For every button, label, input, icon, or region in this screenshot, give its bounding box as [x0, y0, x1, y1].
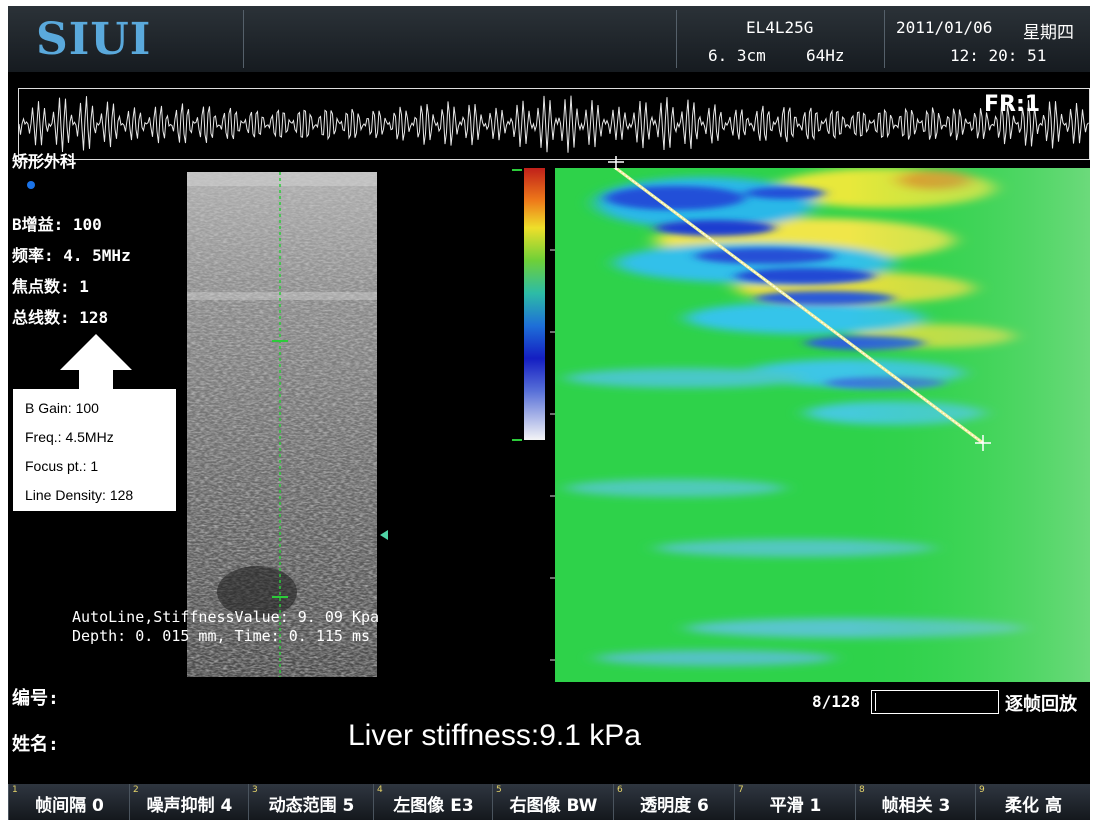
softkey-label: 透明度 6	[640, 796, 709, 816]
time-readout: 12: 20: 51	[950, 46, 1047, 65]
date-readout: 2011/01/06	[896, 18, 993, 37]
softkey-label: 柔化 高	[1005, 796, 1062, 816]
fr-label: FR:1	[984, 92, 1041, 117]
softkey-label: 噪声抑制 4	[146, 796, 233, 816]
softkey-label: 帧间隔 0	[35, 796, 104, 816]
header-divider	[884, 10, 885, 68]
preset-label: 矫形外科	[12, 152, 77, 171]
softkey-label: 平滑 1	[769, 796, 822, 816]
param-frequency: 频率: 4. 5MHz	[12, 246, 131, 265]
frame-counter: 8/128	[812, 692, 861, 711]
softkey-number: 4	[377, 785, 383, 795]
elastography-map	[555, 168, 1090, 682]
header-bar: SIUI EL4L25G 6. 3cm 64Hz 2011/01/06 星期四 …	[8, 6, 1090, 72]
softkey-softening[interactable]: 9 柔化 高	[975, 784, 1090, 820]
depth-time-line: Depth: 0. 015 mm, Time: 0. 115 ms	[72, 627, 371, 645]
focus-marker-icon	[380, 530, 388, 540]
softkey-number: 3	[252, 785, 258, 795]
b-mode-speckle	[187, 172, 377, 677]
end-marker-icon	[975, 435, 991, 451]
softkey-dynamic-range[interactable]: 3 动态范围 5	[248, 784, 374, 820]
softkey-left-image[interactable]: 4 左图像 E3	[373, 784, 493, 820]
softkey-label: 右图像 BW	[509, 796, 598, 816]
softkey-label: 动态范围 5	[268, 796, 355, 816]
softkey-smoothing[interactable]: 7 平滑 1	[734, 784, 856, 820]
ultrasound-screen: SIUI EL4L25G 6. 3cm 64Hz 2011/01/06 星期四 …	[8, 6, 1090, 820]
softkey-number: 2	[133, 785, 139, 795]
callout-focus-points: Focus pt.: 1	[25, 458, 99, 474]
callout-arrow-icon	[60, 334, 132, 392]
softkey-noise-suppression[interactable]: 2 噪声抑制 4	[129, 784, 249, 820]
softkey-number: 9	[979, 785, 985, 795]
liver-stiffness-annotation: Liver stiffness:9.1 kPa	[348, 719, 641, 752]
header-divider	[676, 10, 677, 68]
callout-b-gain: B Gain: 100	[25, 400, 99, 416]
header-divider	[243, 10, 244, 68]
frame-playback-slider[interactable]	[871, 690, 999, 714]
probe-model: EL4L25G	[746, 18, 814, 37]
param-b-gain: B增益: 100	[12, 215, 102, 234]
softkey-bar: 1 帧间隔 0 2 噪声抑制 4 3 动态范围 5 4 左图像 E3 5 右图像…	[8, 784, 1090, 820]
softkey-frame-interval[interactable]: 1 帧间隔 0	[8, 784, 130, 820]
callout-frequency: Freq.: 4.5MHz	[25, 429, 114, 445]
shear-waveform-strip	[18, 88, 1090, 160]
elasticity-color-scale	[524, 168, 545, 440]
frame-playback-label[interactable]: 逐帧回放	[1005, 694, 1077, 715]
frame-rate-readout: 64Hz	[806, 46, 845, 65]
probe-orientation-dot	[27, 181, 35, 189]
param-focus-points: 焦点数: 1	[12, 277, 89, 296]
weekday-readout: 星期四	[1023, 23, 1074, 43]
callout-line-density: Line Density: 128	[25, 487, 134, 503]
waveform-trace	[18, 95, 1089, 153]
siui-logo: SIUI	[36, 14, 152, 65]
depth-readout: 6. 3cm	[708, 46, 766, 65]
start-marker-icon	[608, 156, 624, 170]
translation-callout: B Gain: 100 Freq.: 4.5MHz Focus pt.: 1 L…	[13, 389, 176, 511]
shear-wave-propagation-map	[555, 168, 1090, 682]
patient-id-label: 编号:	[12, 688, 59, 709]
softkey-right-image[interactable]: 5 右图像 BW	[492, 784, 614, 820]
b-mode-image	[187, 172, 377, 677]
softkey-number: 1	[12, 785, 18, 795]
softkey-label: 左图像 E3	[393, 796, 474, 816]
softkey-frame-correlation[interactable]: 8 帧相关 3	[855, 784, 976, 820]
softkey-label: 帧相关 3	[881, 796, 951, 816]
softkey-number: 6	[617, 785, 623, 795]
patient-name-label: 姓名:	[12, 734, 59, 755]
param-line-density: 总线数: 128	[12, 308, 109, 327]
stiffness-measurement-line: AutoLine,StiffnessValue: 9. 09 Kpa	[72, 608, 380, 626]
softkey-number: 5	[496, 785, 502, 795]
softkey-number: 7	[738, 785, 744, 795]
softkey-transparency[interactable]: 6 透明度 6	[613, 784, 735, 820]
softkey-number: 8	[859, 785, 865, 795]
